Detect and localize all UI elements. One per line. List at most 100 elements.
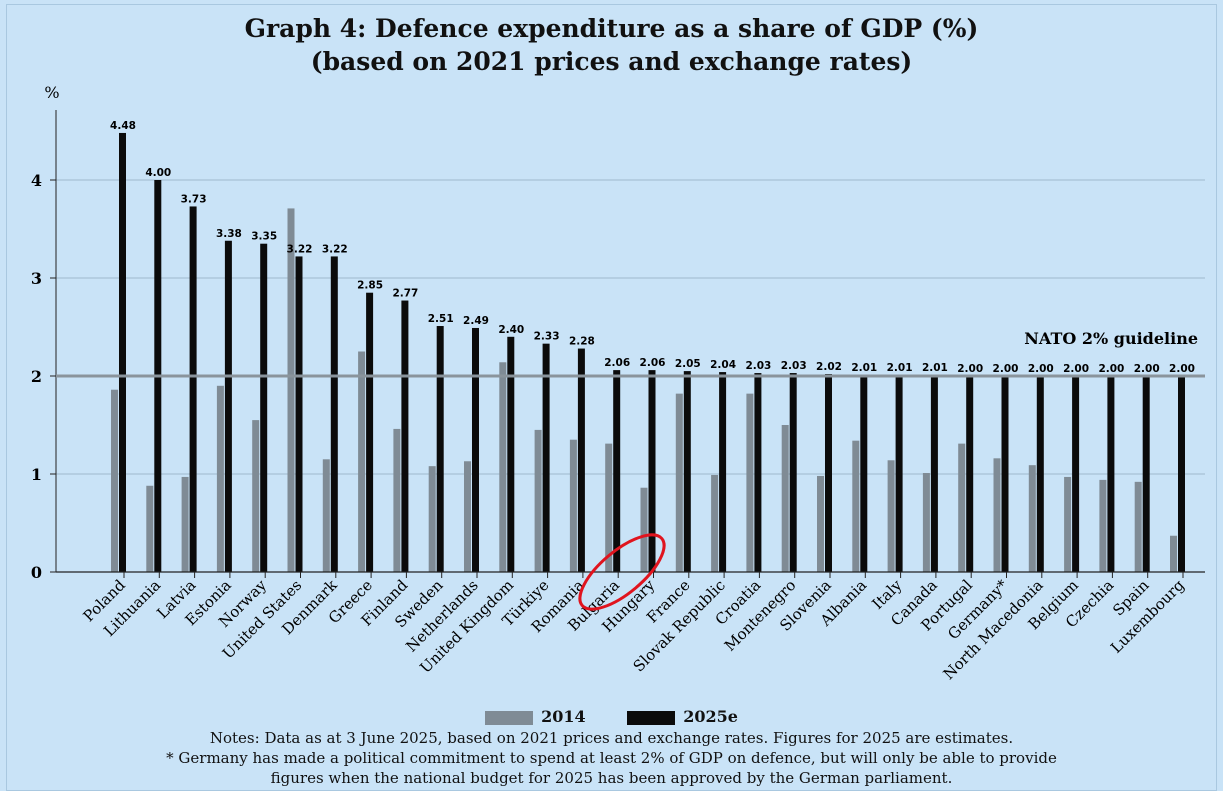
bar-2014-8 [393, 428, 401, 572]
bar-2014-21 [852, 440, 860, 572]
bar-2025e-3 [224, 240, 232, 572]
legend-swatch-2014 [485, 710, 534, 725]
bar-2025e-17 [719, 372, 727, 572]
data-label-2025e-25: 2.00 [993, 363, 1019, 375]
y-tick-label-2: 2 [31, 367, 42, 386]
bar-2025e-26 [1036, 376, 1044, 572]
chart-subtitle: (based on 2021 prices and exchange rates… [310, 47, 913, 76]
data-label-2025e-16: 2.05 [675, 358, 701, 370]
y-axis-unit-label: % [44, 83, 59, 102]
y-tick-label-4: 4 [31, 171, 42, 190]
bar-2014-13 [569, 439, 577, 572]
data-label-2025e-11: 2.40 [498, 324, 524, 336]
y-tick-label-1: 1 [31, 465, 42, 484]
bar-2025e-5 [295, 256, 303, 572]
bar-2025e-15 [648, 370, 656, 572]
bar-2014-28 [1099, 479, 1107, 572]
data-label-2025e-26: 2.00 [1028, 363, 1054, 375]
bar-2014-29 [1134, 481, 1142, 572]
bar-2014-2 [181, 476, 189, 572]
bar-2025e-10 [472, 327, 479, 572]
data-label-2025e-10: 2.49 [463, 315, 489, 327]
bar-2014-27 [1064, 476, 1072, 572]
legend-item-2025e: 2025e [627, 707, 738, 726]
bar-2025e-30 [1178, 376, 1185, 572]
bar-2025e-18 [754, 373, 762, 572]
bar-2025e-19 [789, 373, 797, 572]
bar-2025e-8 [401, 300, 409, 572]
bar-2025e-16 [683, 371, 691, 572]
bar-2025e-27 [1072, 376, 1080, 572]
data-label-2025e-28: 2.00 [1098, 363, 1124, 375]
bar-2025e-25 [1001, 376, 1009, 572]
legend-label-2025e: 2025e [683, 707, 738, 726]
bar-2014-30 [1170, 535, 1177, 572]
bar-2025e-13 [577, 348, 585, 572]
bar-2025e-7 [366, 292, 374, 572]
bar-2025e-20 [825, 374, 832, 572]
data-label-2025e-27: 2.00 [1063, 363, 1089, 375]
data-label-2025e-12: 2.33 [534, 331, 560, 343]
data-label-2025e-5: 3.22 [287, 243, 313, 255]
bar-2014-0 [111, 389, 118, 572]
data-label-2025e-7: 2.85 [357, 280, 383, 292]
notes-line-3: figures when the national budget for 202… [270, 769, 953, 787]
data-label-2025e-14: 2.06 [604, 357, 630, 369]
bar-2014-5 [287, 208, 295, 573]
data-label-2025e-19: 2.03 [781, 360, 807, 372]
bar-2014-23 [922, 473, 930, 572]
legend-label-2014: 2014 [541, 707, 586, 726]
data-label-2025e-0: 4.48 [110, 120, 136, 132]
bar-2025e-11 [507, 336, 515, 572]
bar-2025e-4 [260, 243, 268, 572]
data-label-2025e-17: 2.04 [710, 359, 736, 371]
data-label-2025e-9: 2.51 [428, 313, 454, 325]
data-label-2025e-6: 3.22 [322, 243, 348, 255]
y-tick-label-0: 0 [31, 563, 42, 582]
y-tick-label-3: 3 [31, 269, 42, 288]
data-label-2025e-24: 2.00 [957, 363, 983, 375]
data-label-2025e-29: 2.00 [1134, 363, 1160, 375]
data-label-2025e-8: 2.77 [392, 288, 418, 300]
bar-2014-16 [675, 393, 683, 572]
bar-2014-24 [958, 443, 966, 572]
bar-2014-4 [252, 420, 260, 572]
bar-2025e-0 [119, 132, 126, 572]
data-label-2025e-2: 3.73 [181, 193, 207, 205]
bar-2025e-6 [330, 256, 338, 572]
legend-swatch-2025e [627, 710, 676, 725]
bar-2014-19 [781, 425, 789, 572]
data-label-2025e-1: 4.00 [145, 167, 171, 179]
data-label-2025e-30: 2.00 [1169, 363, 1195, 375]
notes-line-2: * Germany has made a political commitmen… [166, 749, 1057, 767]
bar-2025e-22 [895, 375, 903, 572]
legend-item-2014: 2014 [485, 707, 586, 726]
data-label-2025e-21: 2.01 [851, 362, 877, 374]
bar-2014-6 [322, 459, 330, 572]
bar-2025e-24 [966, 376, 974, 572]
bar-2014-17 [711, 474, 719, 572]
bar-2025e-28 [1107, 376, 1115, 572]
bar-2025e-23 [930, 375, 938, 572]
chart-title: Graph 4: Defence expenditure as a share … [0, 12, 1223, 78]
bar-2014-12 [534, 429, 542, 572]
data-label-2025e-22: 2.01 [887, 362, 913, 374]
bar-2014-15 [640, 487, 648, 572]
bar-2014-1 [146, 485, 154, 572]
chart-title-line1: Graph 4: Defence expenditure as a share … [244, 14, 979, 43]
data-label-2025e-3: 3.38 [216, 228, 242, 240]
data-label-2025e-15: 2.06 [640, 357, 666, 369]
bar-2014-18 [746, 393, 754, 572]
bar-2014-14 [605, 443, 613, 572]
bar-2014-26 [1028, 465, 1036, 572]
data-label-2025e-20: 2.02 [816, 361, 842, 373]
bar-2014-9 [428, 466, 436, 572]
data-label-2025e-13: 2.28 [569, 336, 595, 348]
red-ellipse-annotation [578, 533, 666, 611]
bar-2014-25 [993, 458, 1001, 572]
legend: 2014 2025e [0, 706, 1223, 726]
bar-2014-10 [464, 461, 471, 572]
bar-2025e-14 [613, 370, 621, 572]
bar-2014-3 [216, 385, 224, 572]
bar-2014-22 [887, 460, 895, 572]
